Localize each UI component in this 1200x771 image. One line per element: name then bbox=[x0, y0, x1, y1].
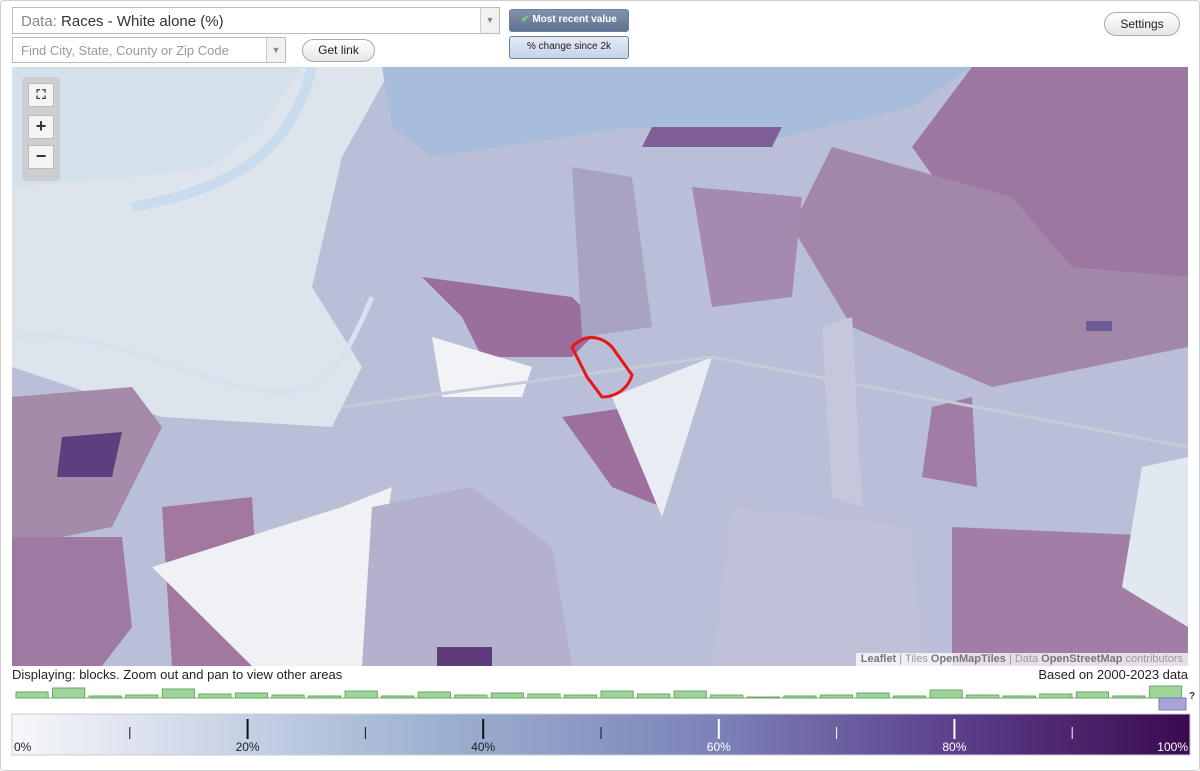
legend: ? 0% 20% 40% 60% 80% 100% bbox=[11, 685, 1195, 756]
settings-button[interactable]: Settings bbox=[1104, 12, 1180, 36]
histogram-bar bbox=[966, 694, 1000, 699]
map-area bbox=[12, 67, 302, 187]
data-value: Races - White alone (%) bbox=[61, 13, 224, 30]
get-link-button[interactable]: Get link bbox=[302, 39, 375, 62]
data-select[interactable]: Data: Races - White alone (%) ▼ bbox=[12, 7, 500, 34]
attr-link[interactable]: Leaflet bbox=[860, 653, 897, 665]
histogram-bar bbox=[198, 693, 232, 699]
zoom-control: ⛶ + − bbox=[22, 77, 60, 181]
histogram-bar bbox=[381, 695, 415, 699]
data-range-text: Based on 2000-2023 data bbox=[1038, 667, 1188, 682]
zoom-out-button[interactable]: − bbox=[28, 145, 54, 169]
histogram-bar bbox=[15, 691, 49, 699]
histogram-bar bbox=[819, 694, 854, 699]
map[interactable] bbox=[12, 67, 1188, 666]
map-area bbox=[712, 507, 922, 666]
histogram-bar bbox=[344, 690, 378, 699]
map-area bbox=[152, 487, 392, 666]
map-area bbox=[57, 432, 122, 477]
map-area bbox=[1122, 457, 1188, 627]
scale-ticks: 0% 20% 40% 60% 80% 100% bbox=[14, 719, 1188, 754]
histogram bbox=[15, 685, 1187, 711]
histogram-bar bbox=[271, 694, 305, 699]
histogram-bar bbox=[1039, 693, 1073, 699]
map-area bbox=[572, 167, 652, 337]
histogram-bar bbox=[563, 694, 598, 699]
road bbox=[341, 355, 1188, 449]
attr-link[interactable]: OpenStreetMap bbox=[1041, 653, 1123, 665]
map-area bbox=[1086, 321, 1112, 331]
pct-change-toggle[interactable]: % change since 2k bbox=[509, 36, 629, 59]
histogram-bar bbox=[929, 689, 963, 699]
zoom-in-button[interactable]: + bbox=[28, 115, 54, 139]
histogram-bar bbox=[308, 695, 342, 699]
fullscreen-button[interactable]: ⛶ bbox=[28, 83, 54, 107]
map-area bbox=[422, 277, 602, 357]
scale-label: 40% bbox=[471, 740, 495, 754]
dropdown-arrow[interactable]: ▼ bbox=[266, 38, 285, 62]
help-mark[interactable]: ? bbox=[1189, 691, 1195, 702]
map-area bbox=[437, 647, 492, 666]
river bbox=[131, 67, 317, 212]
search-placeholder: Find City, State, County or Zip Code bbox=[21, 43, 229, 58]
attribution: Leaflet | Tiles OpenMapTiles | Data Open… bbox=[855, 653, 1188, 666]
histogram-bar bbox=[1158, 697, 1187, 711]
map-area bbox=[642, 127, 782, 147]
scale-label: 80% bbox=[942, 740, 966, 754]
water bbox=[382, 67, 972, 157]
map-area bbox=[12, 537, 132, 666]
map-area bbox=[922, 397, 977, 487]
attr-text: | Tiles bbox=[899, 653, 928, 665]
histogram-bar bbox=[161, 688, 195, 699]
histogram-bar bbox=[1148, 685, 1183, 699]
histogram-bar bbox=[856, 692, 890, 699]
histogram-bar bbox=[637, 693, 671, 699]
data-label: Data: bbox=[21, 13, 57, 30]
map-area bbox=[822, 317, 862, 507]
search-box[interactable]: Find City, State, County or Zip Code ▼ bbox=[12, 37, 286, 63]
dropdown-arrow[interactable]: ▼ bbox=[480, 8, 499, 33]
histogram-bar bbox=[52, 687, 86, 699]
attr-text: contributors bbox=[1125, 653, 1183, 665]
map-area bbox=[432, 337, 532, 397]
histogram-bar bbox=[527, 693, 561, 699]
histogram-bar bbox=[710, 694, 744, 699]
attr-text: | Data bbox=[1008, 653, 1039, 665]
histogram-bar bbox=[893, 695, 927, 699]
histogram-bar bbox=[1112, 695, 1146, 699]
histogram-bar bbox=[673, 690, 707, 699]
most-recent-toggle[interactable]: ✔ Most recent value bbox=[509, 9, 629, 32]
map-area bbox=[362, 487, 572, 666]
histogram-bar bbox=[88, 695, 122, 699]
histogram-bar bbox=[783, 695, 817, 699]
map-area bbox=[692, 187, 802, 307]
status-text: Displaying: blocks. Zoom out and pan to … bbox=[12, 667, 343, 682]
histogram-bar bbox=[1075, 691, 1109, 699]
selected-outline bbox=[570, 336, 634, 399]
scale-label: 60% bbox=[707, 740, 731, 754]
attr-link[interactable]: OpenMapTiles bbox=[930, 653, 1006, 665]
most-recent-label: Most recent value bbox=[532, 14, 617, 25]
histogram-bar bbox=[417, 691, 451, 699]
scale-label: 100% bbox=[1157, 740, 1188, 754]
map-area bbox=[612, 357, 712, 517]
histogram-bar bbox=[746, 696, 780, 699]
river bbox=[12, 296, 375, 395]
histogram-bar bbox=[600, 690, 634, 699]
histogram-bar bbox=[454, 694, 488, 699]
histogram-bar bbox=[125, 694, 159, 699]
check-icon: ✔ bbox=[521, 14, 530, 25]
histogram-bar bbox=[490, 692, 524, 699]
scale-label: 0% bbox=[14, 740, 32, 754]
scale-label: 20% bbox=[236, 740, 260, 754]
histogram-bar bbox=[234, 692, 269, 699]
histogram-bar bbox=[1002, 695, 1036, 699]
